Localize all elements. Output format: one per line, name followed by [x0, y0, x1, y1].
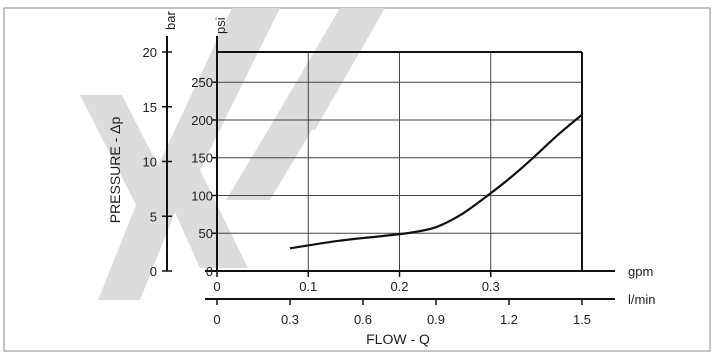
lmin-tick-label: 1.2	[500, 312, 518, 327]
lmin-tick-label: 0.9	[427, 312, 445, 327]
series	[289, 113, 583, 250]
bar-tick-label: 20	[143, 45, 157, 60]
psi-tick-label: 200	[191, 113, 213, 128]
gpm-tick-label: 0.3	[482, 279, 500, 294]
watermark-chevron	[98, 205, 178, 300]
grid	[217, 52, 582, 271]
gpm-unit-label: gpm	[628, 264, 653, 279]
x-axis-title: FLOW - Q	[366, 331, 430, 347]
psi-unit-label: psi	[213, 17, 228, 34]
watermark-chevron	[268, 8, 385, 130]
lmin-tick-label: 1.5	[573, 312, 591, 327]
pressure-flow-curve	[289, 113, 583, 250]
watermark-chevron	[156, 170, 248, 268]
gpm-tick-label: 0	[213, 279, 220, 294]
y-axis-title: PRESSURE - Δp	[107, 116, 123, 223]
lmin-tick-label: 0	[213, 312, 220, 327]
psi-tick-label: 150	[191, 151, 213, 166]
gpm-tick-label: 0.2	[390, 279, 408, 294]
lmin-tick-label: 0.6	[354, 312, 372, 327]
watermark-chevron	[80, 95, 178, 205]
psi-tick-label: 250	[191, 75, 213, 90]
lmin-tick-label: 0.3	[281, 312, 299, 327]
bar-tick-label: 0	[150, 264, 157, 279]
psi-tick-label: 50	[199, 226, 213, 241]
bar-tick-label: 10	[143, 155, 157, 170]
lmin-unit-label: l/min	[628, 292, 655, 307]
bar-tick-label: 5	[150, 209, 157, 224]
bar-unit-label: bar	[163, 11, 178, 30]
axes	[162, 36, 615, 305]
gpm-tick-label: 0.1	[299, 279, 317, 294]
bar-tick-label: 15	[143, 100, 157, 115]
psi-tick-label: 0	[206, 264, 213, 279]
psi-tick-label: 100	[191, 188, 213, 203]
watermark-chevron	[226, 130, 312, 200]
